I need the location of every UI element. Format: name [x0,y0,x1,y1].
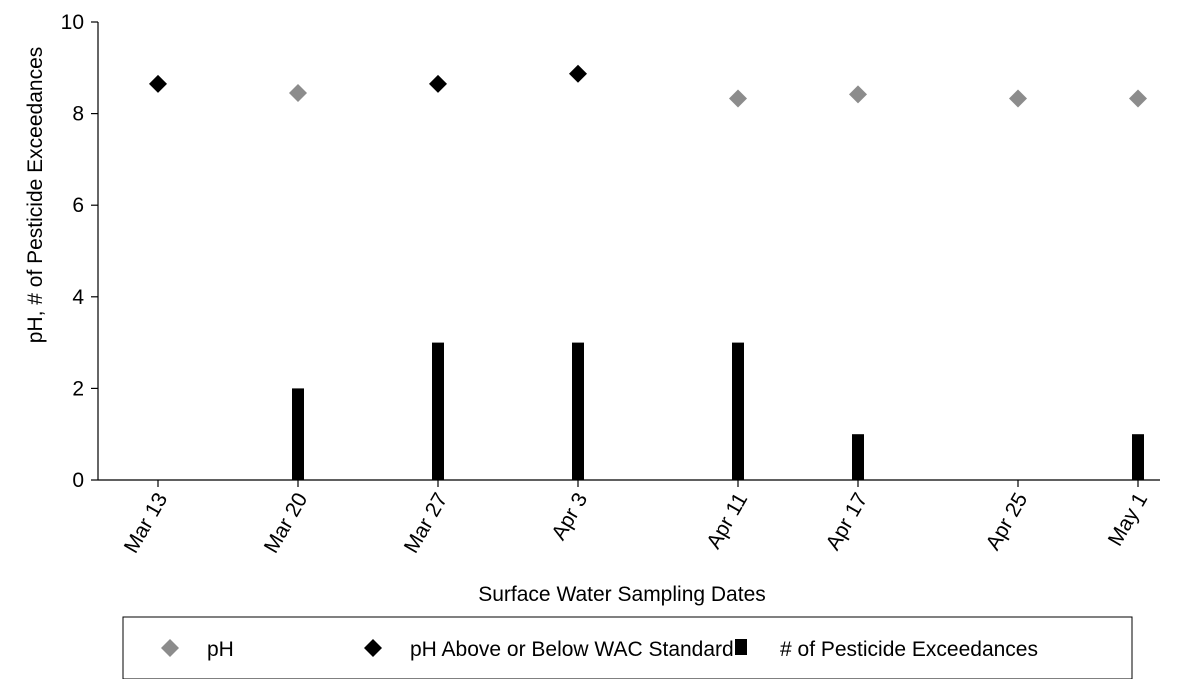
y-tick-label: 8 [72,103,84,126]
x-tick-label: Mar 27 [400,489,453,557]
x-tick-label: Apr 3 [547,489,592,544]
y-axis-title: pH, # of Pesticide Exceedances [24,47,47,344]
point-ph [1009,89,1027,108]
point-ph [1129,89,1147,108]
point-ph-wac [149,74,167,93]
point-ph [289,83,307,102]
y-tick-label: 6 [72,194,84,217]
legend-box [122,616,1133,679]
point-ph-wac [569,64,587,83]
point-ph-wac [429,74,447,93]
legend-swatch-diamond [364,639,382,657]
y-tick-label: 4 [72,286,84,309]
point-ph [849,85,867,104]
bar-pesticide-exceedances [852,434,864,480]
legend-label: # of Pesticide Exceedances [780,638,1038,661]
x-axis-title: Surface Water Sampling Dates [478,583,766,606]
legend: pH pH Above or Below WAC Standard # of Pes… [122,616,1133,679]
bar-pesticide-exceedances [1132,434,1144,480]
x-tick-label: Apr 25 [981,489,1032,554]
x-tick-label: Apr 11 [702,489,752,553]
bar-pesticide-exceedances [572,342,584,480]
x-tick-label: Apr 17 [821,489,872,554]
legend-items: pH pH Above or Below WAC Standard # of Pes… [161,638,1038,661]
y-tick-label: 10 [61,11,84,34]
legend-swatch-bar [735,639,747,655]
x-tick-label: Mar 20 [260,489,313,557]
bar-pesticide-exceedances [732,342,744,480]
y-tick-label: 0 [72,469,84,492]
y-tick-label: 2 [72,377,84,400]
legend-label: pH Above or Below WAC Standard [410,638,734,661]
bar-series [292,342,1144,480]
x-ticks: Mar 13 Mar 20 Mar 27 Apr 3 Apr 11 Apr 17 Apr 2… [120,480,1153,557]
x-tick-label: Mar 13 [120,489,173,557]
point-ph [729,89,747,108]
point-series [149,64,1147,108]
bar-pesticide-exceedances [432,342,444,480]
bar-pesticide-exceedances [292,388,304,480]
x-tick-label: May 1 [1104,489,1153,550]
legend-swatch-diamond [161,639,179,657]
y-ticks: 0 2 4 6 8 10 [61,11,98,492]
legend-label: pH [207,638,234,661]
